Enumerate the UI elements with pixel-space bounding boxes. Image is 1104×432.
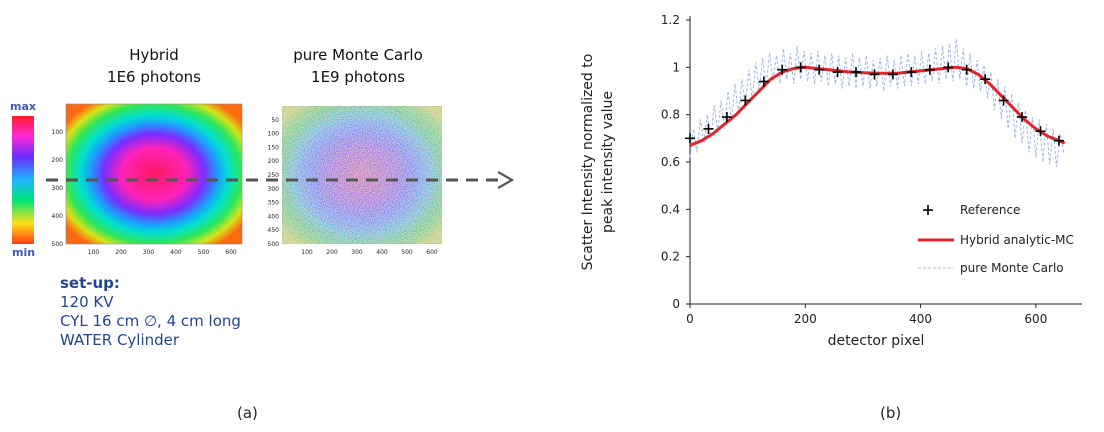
mc-x-tick-label: 100 xyxy=(301,249,313,256)
mc-y-tick-label: 250 xyxy=(268,172,280,179)
hybrid-x-tick-label: 500 xyxy=(198,249,210,256)
panel-a-label: (a) xyxy=(237,404,258,422)
reference-point xyxy=(685,133,695,144)
hybrid-title-line2: 1E6 photons xyxy=(107,68,201,86)
mc-title-line1: pure Monte Carlo xyxy=(293,46,423,64)
reference-point xyxy=(906,67,917,78)
legend-label-hybrid: Hybrid analytic-MC xyxy=(960,233,1074,247)
mc-x-tick-label: 600 xyxy=(426,249,438,256)
setup-block: set-up: 120 KV CYL 16 cm ∅, 4 cm long WA… xyxy=(60,274,241,350)
hybrid-x-tick-label: 100 xyxy=(88,249,100,256)
setup-line2: CYL 16 cm ∅, 4 cm long xyxy=(60,312,241,330)
legend-item-pure-monte-carlo: pure Monte Carlo xyxy=(918,261,1064,275)
hybrid-x-tick-label: 400 xyxy=(170,249,182,256)
reference-point xyxy=(869,69,880,80)
mc-x-tick-label: 400 xyxy=(376,249,388,256)
y-tick-label: 0.8 xyxy=(661,108,680,122)
mc-y-tick-label: 400 xyxy=(268,213,280,220)
hybrid-axis-ticks: 100 200 300 400 500 100 200 300 400 500 600 xyxy=(52,129,237,256)
x-axis-label: detector pixel xyxy=(828,333,925,349)
mc-title: pure Monte Carlo 1E9 photons xyxy=(268,44,448,88)
mc-heatmap xyxy=(281,105,443,245)
legend-item-hybrid: Hybrid analytic-MC xyxy=(918,233,1074,247)
reference-point xyxy=(814,64,825,75)
chart-legend: Reference Hybrid analytic-MC pure Monte Ca… xyxy=(918,203,1074,275)
y-tick-label: 0.6 xyxy=(661,155,680,169)
setup-heading: set-up: xyxy=(60,274,120,292)
x-tick-label: 400 xyxy=(909,312,932,326)
y-tick-label: 0.4 xyxy=(661,202,680,216)
hybrid-x-tick-label: 600 xyxy=(225,249,237,256)
reference-point xyxy=(721,112,732,123)
hybrid-y-tick-label: 200 xyxy=(52,157,64,164)
hybrid-x-tick-label: 200 xyxy=(115,249,127,256)
y-tick-label: 0.2 xyxy=(661,250,680,264)
profile-arrow-icon xyxy=(497,171,515,189)
scatter-profile-chart: 0 0.2 0.4 0.6 0.8 1 1.2 0 200 400 600 detector pixe… xyxy=(580,13,1082,349)
legend-label-reference: Reference xyxy=(960,203,1020,217)
y-tick-label: 1.2 xyxy=(661,13,680,27)
series-pure-monte-carlo-line xyxy=(689,38,1065,167)
hybrid-y-tick-label: 500 xyxy=(52,241,64,248)
y-axis-label-line2: peak intensity value xyxy=(600,91,616,233)
reference-point xyxy=(758,76,769,87)
reference-point xyxy=(1035,126,1046,137)
mc-x-tick-label: 300 xyxy=(351,249,363,256)
mc-y-tick-label: 200 xyxy=(268,158,280,165)
colorbar-max-label: max xyxy=(10,100,36,113)
mc-x-tick-label: 200 xyxy=(326,249,338,256)
setup-line1: 120 KV xyxy=(60,293,114,311)
mc-y-tick-label: 100 xyxy=(268,131,280,138)
hybrid-y-tick-label: 400 xyxy=(52,213,64,220)
x-tick-label: 600 xyxy=(1024,312,1047,326)
reference-point xyxy=(851,67,862,78)
y-tick-label: 0 xyxy=(672,297,680,311)
reference-point xyxy=(887,69,898,80)
hybrid-title-line1: Hybrid xyxy=(129,46,179,64)
mc-y-tick-label: 500 xyxy=(268,241,280,248)
legend-label-pure-monte-carlo: pure Monte Carlo xyxy=(960,261,1064,275)
hybrid-y-tick-label: 300 xyxy=(52,185,64,192)
mc-y-tick-label: 50 xyxy=(271,117,279,124)
reference-point xyxy=(832,67,843,78)
mc-y-tick-label: 450 xyxy=(268,227,280,234)
mc-x-tick-label: 500 xyxy=(401,249,413,256)
reference-point xyxy=(1017,112,1028,123)
colorbar-min-label: min xyxy=(12,246,36,259)
x-tick-label: 0 xyxy=(686,312,694,326)
mc-y-tick-label: 150 xyxy=(268,144,280,151)
series-hybrid-line xyxy=(689,65,1066,147)
mc-title-line2: 1E9 photons xyxy=(311,68,405,86)
reference-point xyxy=(943,62,954,73)
y-axis-label-line1: Scatter Intensity normalized to xyxy=(580,54,596,271)
mc-y-tick-label: 350 xyxy=(268,200,280,207)
hybrid-title: Hybrid 1E6 photons xyxy=(72,44,236,88)
reference-point xyxy=(740,95,751,106)
y-tick-label: 1 xyxy=(672,60,680,74)
hybrid-heatmap xyxy=(65,103,243,245)
panel-b-label: (b) xyxy=(880,404,902,422)
reference-point xyxy=(924,64,935,75)
reference-point xyxy=(703,123,714,134)
mc-y-tick-label: 300 xyxy=(268,186,280,193)
reference-point xyxy=(1053,135,1064,146)
x-tick-label: 200 xyxy=(794,312,817,326)
mc-axis-ticks: 50 100 150 200 250 300 350 400 450 500 100 200 300 40… xyxy=(268,117,438,256)
reference-point xyxy=(961,64,972,75)
reference-point xyxy=(998,95,1009,106)
reference-point xyxy=(795,62,806,73)
setup-line3: WATER Cylinder xyxy=(60,331,180,349)
reference-point xyxy=(980,74,991,85)
reference-point xyxy=(777,64,788,75)
hybrid-y-tick-label: 100 xyxy=(52,129,64,136)
colorbar xyxy=(12,116,34,244)
legend-item-reference: Reference xyxy=(923,203,1020,217)
hybrid-x-tick-label: 300 xyxy=(143,249,155,256)
